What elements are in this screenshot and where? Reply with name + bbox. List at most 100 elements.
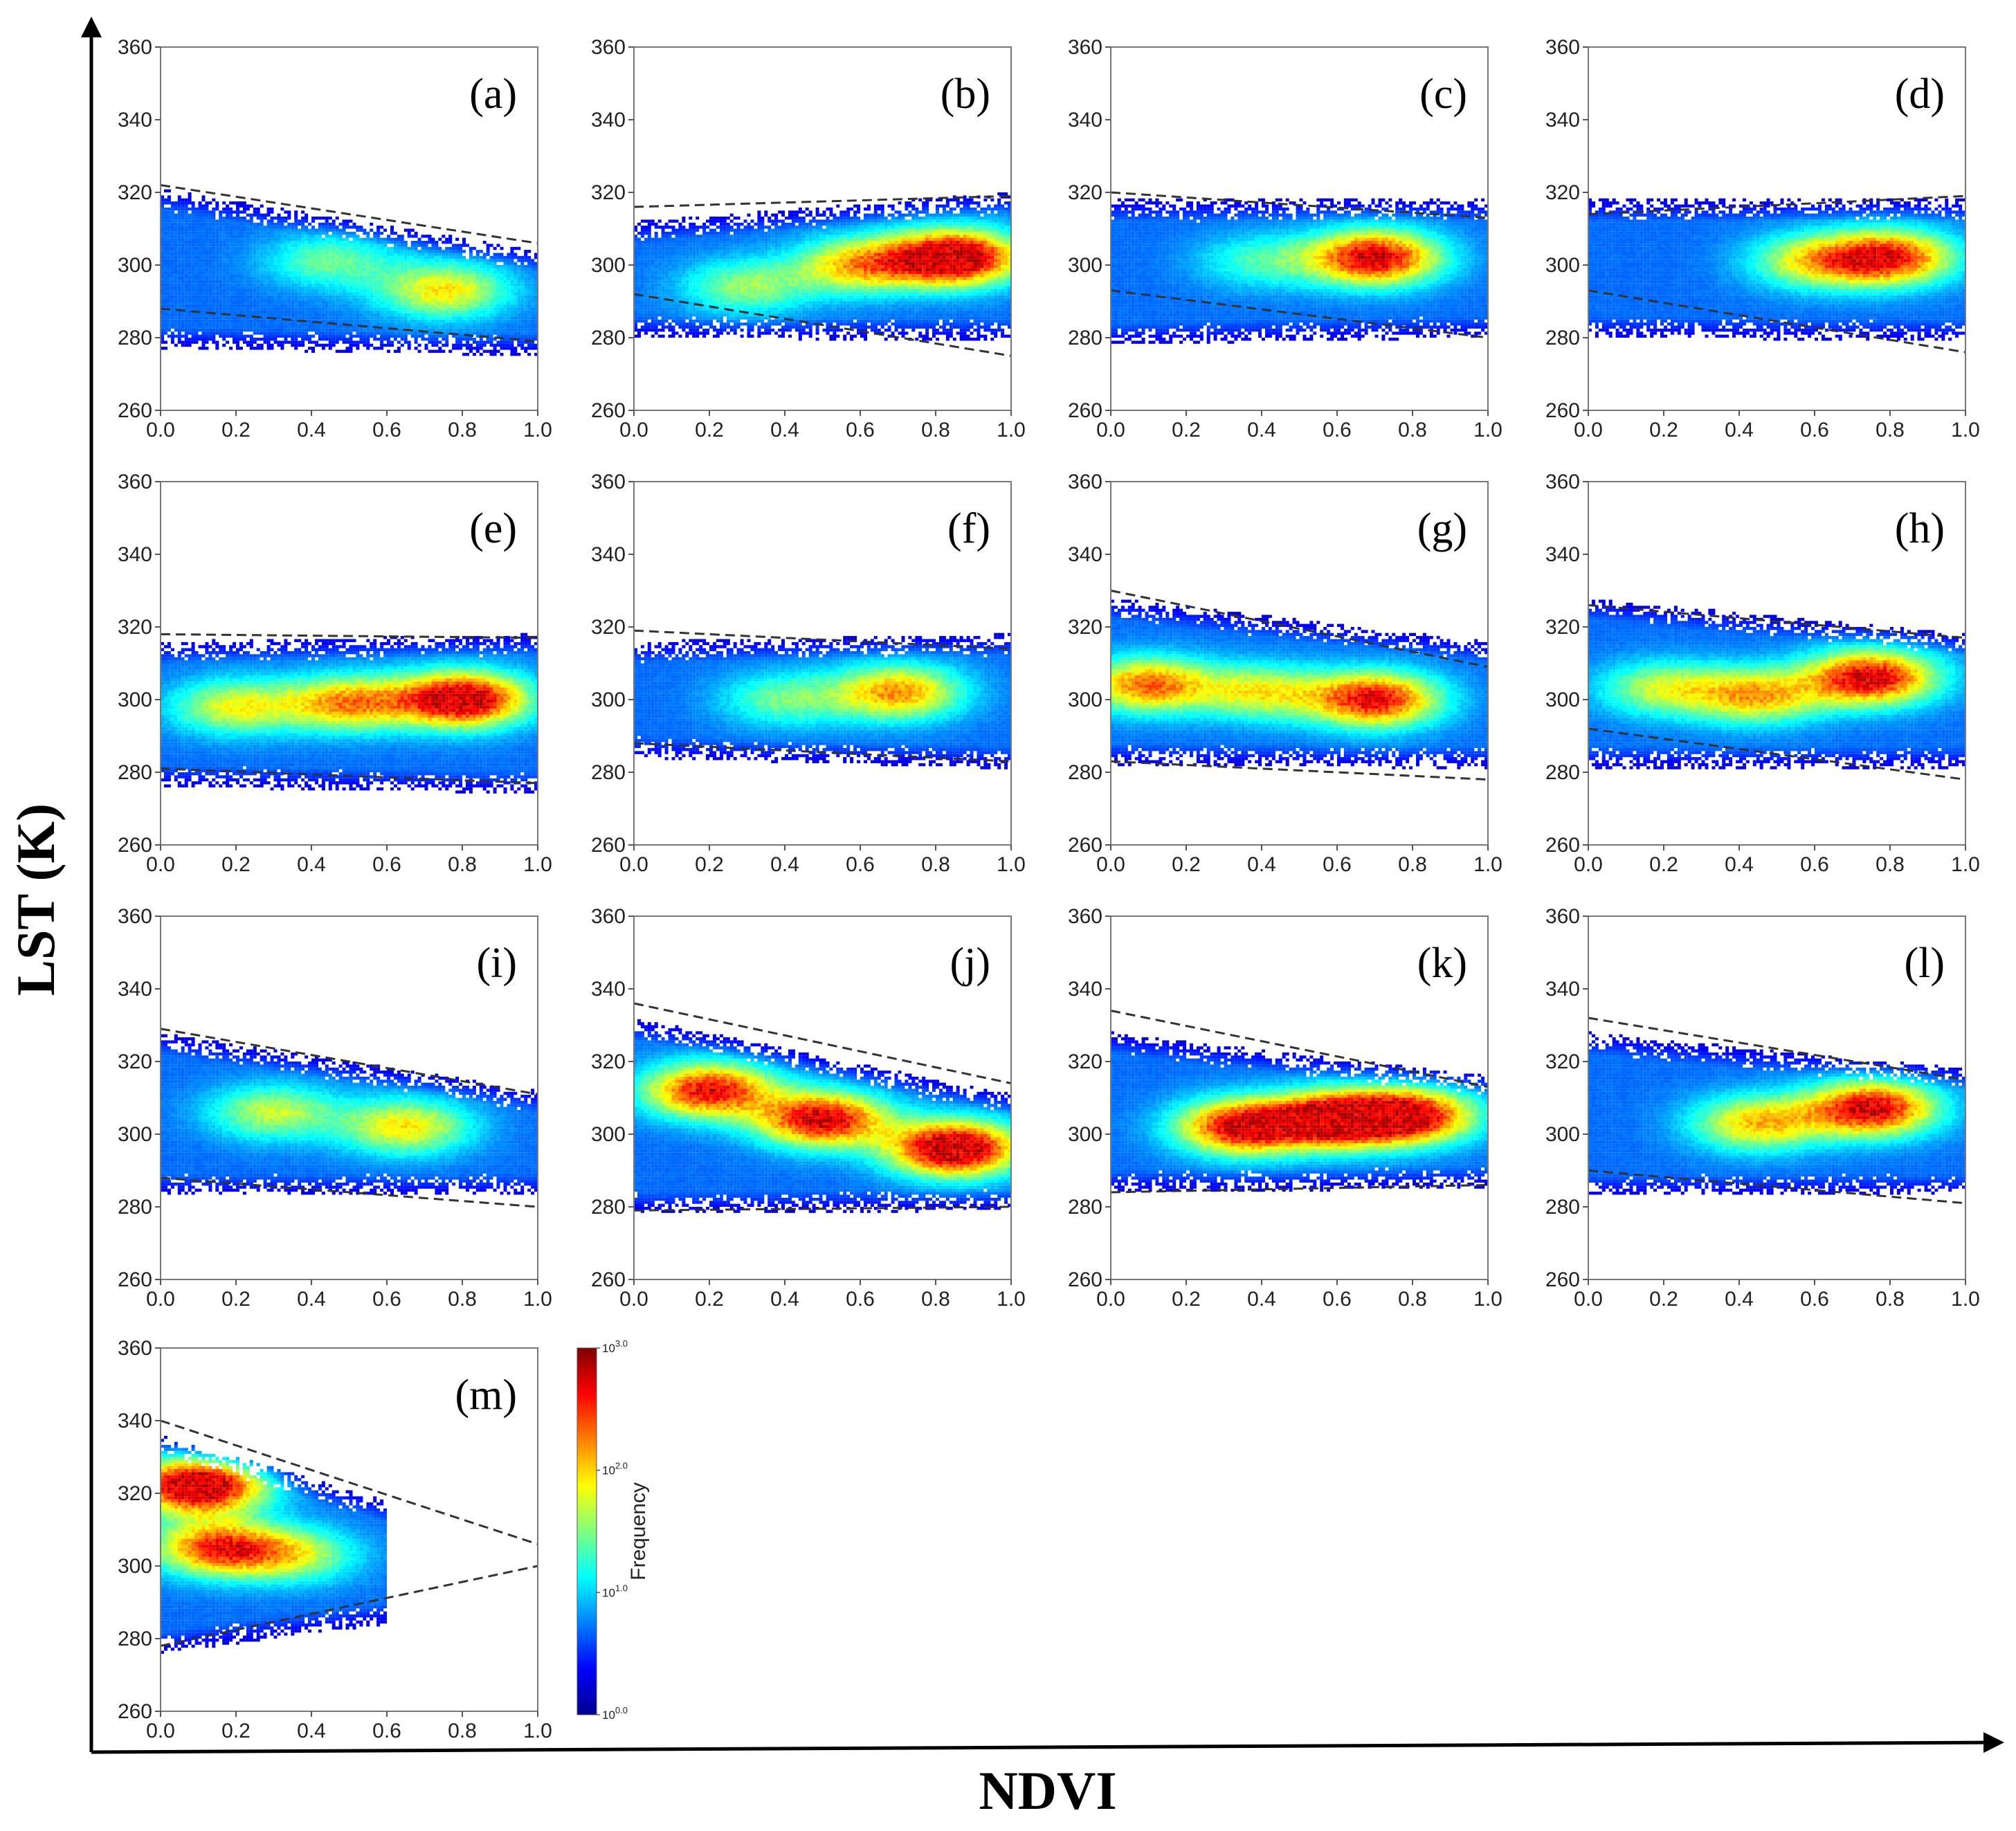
density-cell bbox=[208, 232, 212, 235]
density-cell bbox=[205, 244, 208, 246]
density-cell bbox=[205, 280, 208, 283]
density-cell bbox=[171, 226, 174, 228]
density-cell bbox=[205, 283, 208, 286]
density-cell bbox=[212, 238, 215, 241]
density-cell bbox=[205, 262, 208, 265]
density-cell bbox=[171, 289, 174, 292]
density-cell bbox=[212, 250, 215, 253]
density-cell bbox=[178, 210, 181, 213]
density-cell bbox=[178, 256, 181, 259]
density-cell bbox=[167, 201, 171, 204]
density-cell bbox=[164, 214, 167, 217]
density-cell bbox=[167, 195, 171, 198]
density-cell bbox=[185, 235, 188, 237]
density-cell bbox=[195, 304, 199, 307]
density-cell bbox=[212, 322, 215, 325]
density-cell bbox=[205, 268, 208, 271]
density-cell bbox=[164, 232, 167, 235]
density-cell bbox=[164, 244, 167, 246]
density-cell bbox=[195, 219, 199, 222]
density-cell bbox=[178, 326, 181, 329]
density-cell bbox=[171, 326, 174, 329]
density-cell bbox=[185, 340, 188, 343]
density-cell bbox=[178, 274, 181, 277]
density-cell bbox=[185, 320, 188, 322]
density-cell bbox=[171, 274, 174, 277]
density-cell bbox=[174, 277, 178, 280]
density-cell bbox=[167, 304, 171, 307]
density-cell bbox=[199, 326, 202, 329]
density-cell bbox=[202, 311, 206, 313]
density-cell bbox=[208, 286, 212, 289]
density-cell bbox=[181, 250, 185, 253]
density-cell bbox=[185, 226, 188, 228]
density-cell bbox=[181, 313, 185, 316]
density-cell bbox=[195, 241, 199, 244]
density-cell bbox=[174, 289, 178, 292]
density-cell bbox=[212, 271, 215, 274]
density-cell bbox=[185, 205, 188, 208]
density-cell bbox=[188, 256, 192, 259]
density-cell bbox=[199, 259, 202, 262]
density-cell bbox=[178, 205, 181, 208]
density-cell bbox=[185, 344, 188, 347]
density-cell bbox=[185, 217, 188, 219]
density-cell bbox=[185, 274, 188, 277]
density-cell bbox=[181, 229, 185, 232]
density-cell bbox=[181, 256, 185, 259]
density-cell bbox=[185, 210, 188, 213]
density-cell bbox=[185, 238, 188, 241]
density-cell bbox=[212, 289, 215, 292]
density-cell bbox=[212, 338, 215, 340]
density-cell bbox=[181, 219, 185, 222]
density-cell bbox=[208, 217, 212, 219]
density-cell bbox=[181, 238, 185, 241]
density-cell bbox=[188, 223, 192, 226]
density-cell bbox=[164, 223, 167, 226]
density-cell bbox=[208, 201, 212, 204]
density-cell bbox=[202, 208, 206, 210]
density-cell bbox=[202, 205, 206, 208]
density-cell bbox=[174, 295, 178, 298]
density-cell bbox=[205, 271, 208, 274]
density-cell bbox=[212, 286, 215, 289]
density-cell bbox=[178, 201, 181, 204]
density-cell bbox=[205, 326, 208, 329]
density-cell bbox=[199, 271, 202, 274]
density-cell bbox=[202, 286, 206, 289]
density-cell bbox=[174, 250, 178, 253]
density-cell bbox=[202, 335, 206, 338]
density-cell bbox=[174, 271, 178, 274]
density-cell bbox=[164, 311, 167, 313]
density-cell bbox=[205, 329, 208, 331]
density-cell bbox=[188, 326, 192, 329]
density-cell bbox=[188, 338, 192, 340]
density-cell bbox=[195, 286, 199, 289]
density-cell bbox=[192, 262, 195, 265]
density-cell bbox=[188, 313, 192, 316]
density-cell bbox=[212, 326, 215, 329]
density-cell bbox=[167, 289, 171, 292]
density-cell bbox=[181, 199, 185, 201]
density-cell bbox=[174, 286, 178, 289]
density-cell bbox=[174, 223, 178, 226]
density-cell bbox=[195, 210, 199, 213]
density-cell bbox=[181, 271, 185, 274]
density-cell bbox=[164, 277, 167, 280]
density-cell bbox=[205, 214, 208, 217]
density-cell bbox=[195, 289, 199, 292]
density-cell bbox=[167, 302, 171, 304]
density-cell bbox=[171, 210, 174, 213]
density-cell bbox=[195, 271, 199, 274]
density-cell bbox=[212, 307, 215, 310]
density-cell bbox=[181, 326, 185, 329]
density-cell bbox=[202, 331, 206, 334]
density-cell bbox=[167, 286, 171, 289]
density-cell bbox=[164, 241, 167, 244]
density-cell bbox=[167, 210, 171, 213]
density-cell bbox=[205, 235, 208, 237]
density-cell bbox=[192, 331, 195, 334]
density-cell bbox=[171, 244, 174, 246]
density-cell bbox=[164, 326, 167, 329]
density-cell bbox=[167, 313, 171, 316]
